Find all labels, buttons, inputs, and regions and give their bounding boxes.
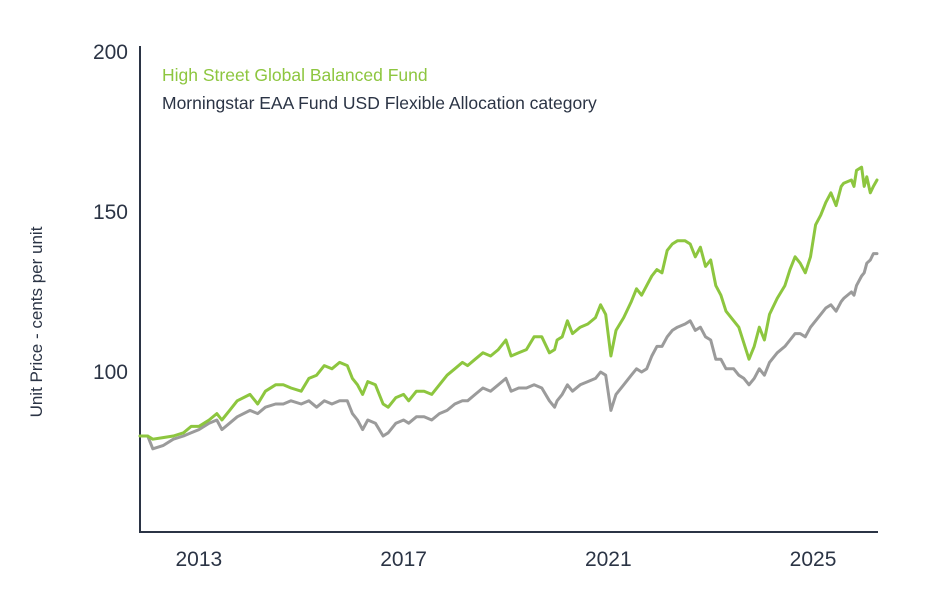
legend-category: Morningstar EAA Fund USD Flexible Alloca… — [162, 93, 597, 113]
y-tick-label: 150 — [93, 201, 128, 224]
series-lines — [138, 165, 879, 451]
series-line-category — [138, 252, 879, 451]
series-line-fund — [138, 165, 879, 441]
x-tick-label: 2025 — [790, 548, 837, 571]
y-tick-label: 200 — [93, 41, 128, 64]
y-tick-labels: 100 150 200 — [93, 41, 128, 384]
y-tick-label: 100 — [93, 361, 128, 384]
x-tick-label: 2017 — [380, 548, 427, 571]
y-axis-title: Unit Price - cents per unit — [27, 226, 46, 417]
x-tick-labels: 2013 2017 2021 2025 — [175, 548, 836, 571]
legend-fund: High Street Global Balanced Fund — [162, 65, 428, 85]
x-tick-label: 2013 — [175, 548, 222, 571]
x-tick-label: 2021 — [585, 548, 632, 571]
